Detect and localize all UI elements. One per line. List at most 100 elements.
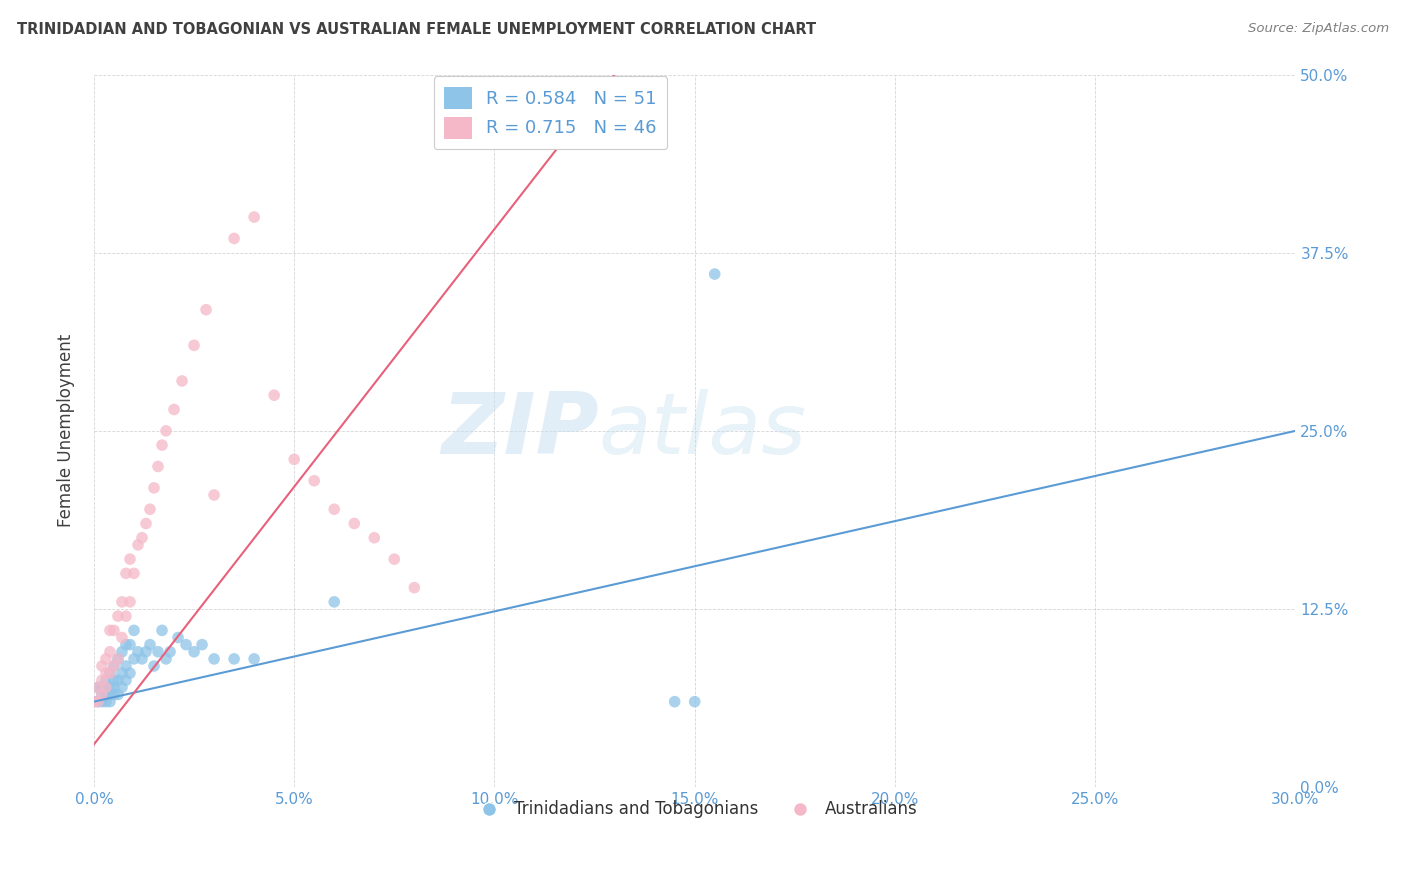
Point [103, 673, 125, 688]
Point [87, 681, 110, 695]
Point [131, 652, 153, 666]
Point [107, 609, 129, 624]
Point [94, 666, 117, 681]
Point [87, 681, 110, 695]
Text: Source: ZipAtlas.com: Source: ZipAtlas.com [1249, 22, 1389, 36]
Point [111, 595, 134, 609]
Point [122, 624, 145, 638]
Point [118, 666, 141, 681]
Point [139, 638, 162, 652]
Point [111, 631, 134, 645]
Point [115, 609, 138, 624]
Point [683, 695, 706, 709]
Y-axis label: Female Unemployment: Female Unemployment [58, 334, 75, 527]
Point [143, 481, 166, 495]
Point [155, 652, 177, 666]
Point [150, 624, 173, 638]
Point [98, 666, 121, 681]
Point [87, 695, 110, 709]
Point [170, 374, 193, 388]
Text: TRINIDADIAN AND TOBAGONIAN VS AUSTRALIAN FEMALE UNEMPLOYMENT CORRELATION CHART: TRINIDADIAN AND TOBAGONIAN VS AUSTRALIAN… [17, 22, 815, 37]
Point [91, 695, 114, 709]
Point [323, 502, 346, 516]
Point [98, 681, 121, 695]
Point [122, 566, 145, 581]
Point [83, 695, 105, 709]
Text: ZIP: ZIP [441, 389, 599, 473]
Point [118, 595, 141, 609]
Point [283, 452, 305, 467]
Point [98, 688, 121, 702]
Point [159, 645, 181, 659]
Point [118, 552, 141, 566]
Point [87, 695, 110, 709]
Point [143, 659, 166, 673]
Point [91, 659, 114, 673]
Point [139, 502, 162, 516]
Point [146, 459, 169, 474]
Point [94, 695, 117, 709]
Point [263, 388, 285, 402]
Point [94, 681, 117, 695]
Point [155, 424, 177, 438]
Point [302, 474, 325, 488]
Point [135, 645, 157, 659]
Point [183, 338, 205, 352]
Point [183, 645, 205, 659]
Point [122, 652, 145, 666]
Point [131, 531, 153, 545]
Point [115, 673, 138, 688]
Point [107, 652, 129, 666]
Point [91, 688, 114, 702]
Point [664, 695, 686, 709]
Point [107, 673, 129, 688]
Point [163, 402, 186, 417]
Point [94, 681, 117, 695]
Point [98, 645, 121, 659]
Point [146, 645, 169, 659]
Point [94, 652, 117, 666]
Point [703, 267, 725, 281]
Point [94, 673, 117, 688]
Point [243, 652, 266, 666]
Point [127, 538, 149, 552]
Point [103, 681, 125, 695]
Point [224, 231, 246, 245]
Point [94, 688, 117, 702]
Point [202, 488, 225, 502]
Point [191, 638, 214, 652]
Point [243, 210, 266, 224]
Point [174, 638, 197, 652]
Point [363, 531, 385, 545]
Point [98, 624, 121, 638]
Point [195, 302, 218, 317]
Point [115, 566, 138, 581]
Point [150, 438, 173, 452]
Point [167, 631, 190, 645]
Point [107, 652, 129, 666]
Point [111, 645, 134, 659]
Point [127, 645, 149, 659]
Point [202, 652, 225, 666]
Legend: Trinidadians and Tobagonians, Australians: Trinidadians and Tobagonians, Australian… [465, 794, 924, 825]
Point [404, 581, 426, 595]
Point [98, 695, 121, 709]
Text: atlas: atlas [599, 389, 807, 473]
Point [83, 695, 105, 709]
Point [135, 516, 157, 531]
Point [98, 666, 121, 681]
Point [103, 659, 125, 673]
Point [118, 638, 141, 652]
Point [91, 673, 114, 688]
Point [107, 688, 129, 702]
Point [115, 638, 138, 652]
Point [111, 681, 134, 695]
Point [103, 659, 125, 673]
Point [323, 595, 346, 609]
Point [343, 516, 366, 531]
Point [103, 688, 125, 702]
Point [115, 659, 138, 673]
Point [111, 666, 134, 681]
Point [91, 688, 114, 702]
Point [382, 552, 405, 566]
